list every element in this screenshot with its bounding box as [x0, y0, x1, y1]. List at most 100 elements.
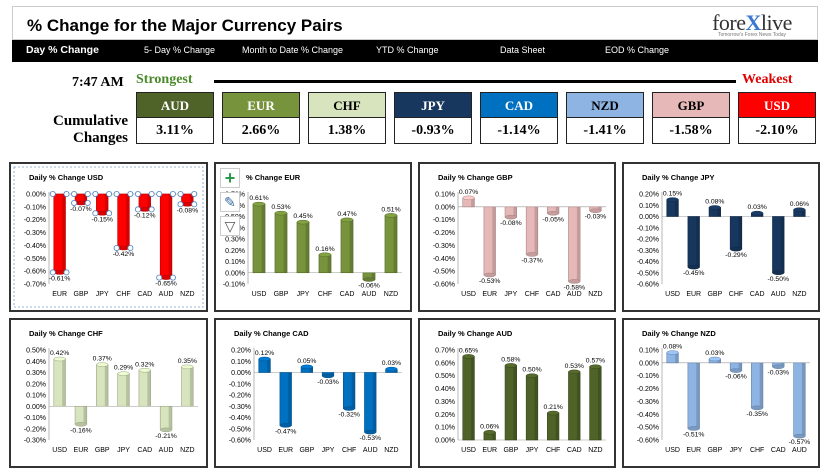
data-label: -0.15% [91, 216, 113, 223]
rank-line [214, 80, 736, 83]
bar-chf [318, 252, 332, 274]
bar-chart: 0.20% 0.10% 0.00% -0.10% -0.20% -0.30% -0.40% -… [637, 191, 810, 298]
bar-eur [687, 216, 700, 270]
y-tick-label: 0.10% [639, 203, 659, 210]
y-tick-label: -0.50% [24, 256, 46, 263]
bar-chart: 0.00% -0.10% -0.20% -0.30% -0.40% -0.50% -0.60… [13, 166, 204, 308]
chart-panel-aud[interactable]: Daily % Change AUD 0.70% 0.60% 0.50% 0.40% 0.… [418, 318, 616, 468]
y-tick-label: -0.30% [637, 248, 659, 255]
data-label: -0.32% [338, 412, 360, 419]
chart-styles-brush-icon[interactable]: ✎ [220, 192, 240, 212]
x-tick-label: JPY [96, 291, 109, 298]
chart-title: Daily % Change USD [29, 173, 104, 182]
cumulative-change-value: -1.14% [481, 118, 557, 143]
chart-panel-nzd[interactable]: Daily % Change NZD 0.10% 0.00% -0.10% -0.20%… [622, 318, 820, 468]
selection-handle [113, 245, 120, 252]
cumulative-change-value: -0.93% [395, 118, 471, 143]
x-tick-label: EUR [52, 291, 67, 298]
data-label: 0.61% [249, 195, 268, 202]
y-tick-label: -0.30% [24, 230, 46, 237]
bar-chart: 0.70%0.60%0.50%0.40%0.30%0.20%0.10%0.00%… [223, 192, 402, 298]
bar-chf [117, 193, 130, 251]
y-tick-label: -0.40% [637, 412, 659, 419]
chart-panel-cad[interactable]: Daily % Change CAD 0.20% 0.10% 0.00% -0.10% -… [214, 318, 412, 468]
bar-gbp [274, 210, 288, 274]
bar-nzd [589, 206, 602, 213]
y-tick-label: 0.20% [225, 248, 245, 255]
bar-chf [343, 372, 356, 411]
x-tick-label: CHF [546, 447, 560, 454]
tab-data-sheet[interactable]: Data Sheet [500, 45, 546, 55]
selection-handle [92, 210, 99, 217]
y-tick-label: -0.70% [24, 282, 46, 289]
bar-cad [547, 206, 560, 216]
bar-usd [252, 201, 266, 274]
currency-code: GBP [653, 93, 729, 118]
tab-month-to-date-change[interactable]: Month to Date % Change [242, 45, 344, 55]
data-label: -0.61% [49, 275, 71, 282]
data-label: -0.37% [521, 257, 543, 264]
selection-handle [177, 190, 184, 197]
bar-nzd [385, 366, 398, 373]
x-tick-label: NZD [180, 447, 194, 454]
y-tick-label: -0.60% [229, 438, 251, 445]
x-tick-label: USD [257, 447, 272, 454]
x-tick-label: CHF [729, 291, 743, 298]
y-tick-label: 0.00% [225, 270, 245, 277]
bar-chart: 0.50% 0.40% 0.30% 0.20% 0.10% 0.00% -0.10% -0.2… [24, 348, 198, 454]
tab-eod-change[interactable]: EOD % Change [605, 45, 670, 55]
selection-handle [169, 190, 176, 197]
selection-handle [71, 190, 78, 197]
bar-jpy [504, 206, 517, 220]
chart-title: Daily % Change JPY [642, 173, 715, 182]
y-tick-label: -0.50% [229, 426, 251, 433]
tab-ytd-change[interactable]: YTD % Change [376, 45, 439, 55]
x-tick-label: USD [665, 291, 680, 298]
x-tick-label: CHF [342, 447, 356, 454]
bar-aud [362, 272, 376, 282]
y-tick-label: 0.00% [26, 192, 46, 199]
x-tick-label: CAD [137, 291, 152, 298]
selection-handle [191, 201, 198, 208]
y-tick-label: -0.40% [229, 415, 251, 422]
x-tick-label: CHF [116, 291, 130, 298]
selection-handle [84, 200, 91, 207]
data-label: -0.51% [683, 431, 705, 438]
logo-tagline: Tomorrow's Forex News Today [717, 32, 787, 38]
y-tick-label: -0.40% [24, 243, 46, 250]
forexlive-logo[interactable]: foreXlive Tomorrow's Forex News Today [697, 10, 807, 40]
tab-5-day-change[interactable]: 5- Day % Change [144, 45, 216, 55]
chart-panel-chf[interactable]: Daily % Change CHF 0.50% 0.40% 0.30% 0.20% 0.… [9, 318, 208, 468]
y-tick-label: -0.40% [637, 259, 659, 266]
chart-panel-jpy[interactable]: Daily % Change JPY 0.20% 0.10% 0.00% -0.10% -… [622, 162, 820, 312]
bar-gbp [708, 356, 721, 364]
x-tick-label: EUR [686, 447, 701, 454]
y-tick-label: -0.10% [637, 373, 659, 380]
bar-eur [74, 405, 88, 427]
data-label: -0.06% [358, 283, 380, 290]
data-label: -0.08% [177, 207, 199, 214]
y-tick-label: -0.10% [24, 415, 46, 422]
chart-panel-usd[interactable]: Daily % Change USD 0.00% -0.10% -0.20% -0.30… [9, 162, 208, 312]
x-tick-label: AUD [363, 447, 378, 454]
selection-handle [127, 245, 134, 252]
x-tick-label: JPY [526, 447, 539, 454]
cumulative-change-value: -1.58% [653, 118, 729, 143]
chart-panel-eur[interactable]: % Change EUR0.70%0.60%0.50%0.40%0.30%0.2… [214, 162, 412, 312]
tab-day-change[interactable]: Day % Change [26, 44, 99, 56]
x-tick-label: AUD [362, 291, 377, 298]
selection-handle [63, 190, 70, 197]
x-tick-label: NZD [588, 291, 602, 298]
nav-bar: Day % Change 5- Day % Change Month to Da… [12, 40, 818, 62]
chart-elements-plus-icon[interactable]: + [220, 168, 240, 188]
chart-filter-icon[interactable]: ▽ [220, 216, 240, 236]
data-label: 0.53% [565, 363, 584, 370]
data-label: -0.21% [155, 433, 177, 440]
y-tick-label: -0.10% [433, 217, 455, 224]
y-tick-label: 0.20% [435, 412, 455, 419]
x-tick-label: NZD [384, 291, 398, 298]
x-tick-label: USD [252, 291, 267, 298]
chart-panel-gbp[interactable]: Daily % Change GBP 0.10% 0.00% -0.10% -0.20%… [418, 162, 616, 312]
selection-handle [92, 190, 99, 197]
strongest-label: Strongest [136, 72, 193, 87]
